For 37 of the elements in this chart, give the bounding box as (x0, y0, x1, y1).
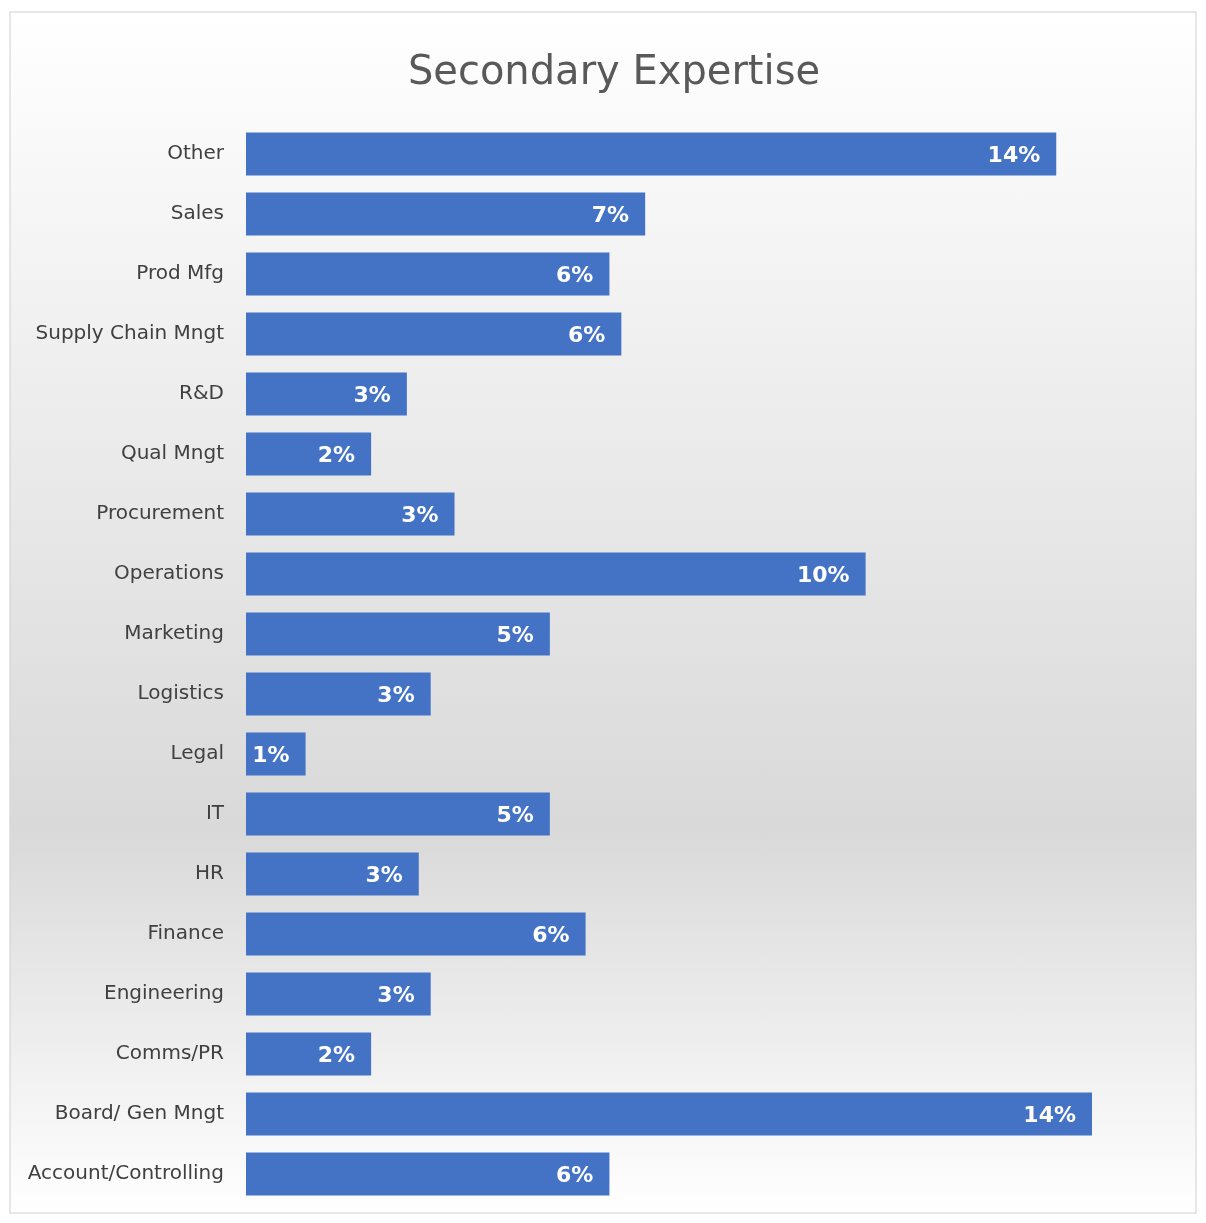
data-label: 2% (317, 1041, 356, 1067)
chart-title: Secondary Expertise (407, 47, 821, 93)
y-tick-label: HR (195, 860, 225, 884)
data-label: 3% (353, 381, 391, 407)
data-label: 3% (377, 981, 415, 1007)
data-label: 2% (317, 441, 356, 467)
data-label: 3% (377, 681, 415, 707)
y-tick-label: Marketing (124, 620, 224, 644)
y-tick-label: IT (205, 800, 225, 824)
y-tick-label: Prod Mfg (136, 260, 224, 284)
data-label: 6% (567, 321, 606, 347)
y-tick-label: Board/ Gen Mngt (54, 1100, 225, 1124)
data-label: 10% (796, 561, 850, 587)
data-label: 6% (556, 1161, 594, 1187)
data-label: 5% (496, 621, 534, 647)
data-label: 6% (556, 261, 594, 287)
y-tick-label: Legal (170, 740, 224, 764)
y-tick-label: Comms/PR (115, 1040, 225, 1064)
y-tick-label: Sales (170, 200, 224, 224)
data-label: 6% (532, 921, 570, 947)
y-tick-label: Qual Mngt (120, 440, 225, 464)
y-tick-label: Engineering (104, 980, 224, 1004)
y-tick-label: Supply Chain Mngt (35, 320, 225, 344)
y-tick-label: Other (167, 140, 225, 164)
data-label: 1% (252, 741, 290, 767)
data-label: 3% (401, 501, 439, 527)
y-tick-label: Finance (147, 920, 224, 944)
y-tick-label: Account/Controlling (27, 1160, 224, 1184)
data-label: 14% (987, 141, 1041, 167)
data-label: 3% (365, 861, 403, 887)
data-label: 7% (591, 201, 630, 227)
y-tick-label: R&D (179, 380, 224, 404)
y-tick-label: Logistics (137, 680, 224, 704)
y-tick-label: Procurement (96, 500, 225, 524)
y-tick-label: Operations (114, 560, 224, 584)
data-label: 5% (496, 801, 534, 827)
data-label: 14% (1023, 1101, 1076, 1127)
